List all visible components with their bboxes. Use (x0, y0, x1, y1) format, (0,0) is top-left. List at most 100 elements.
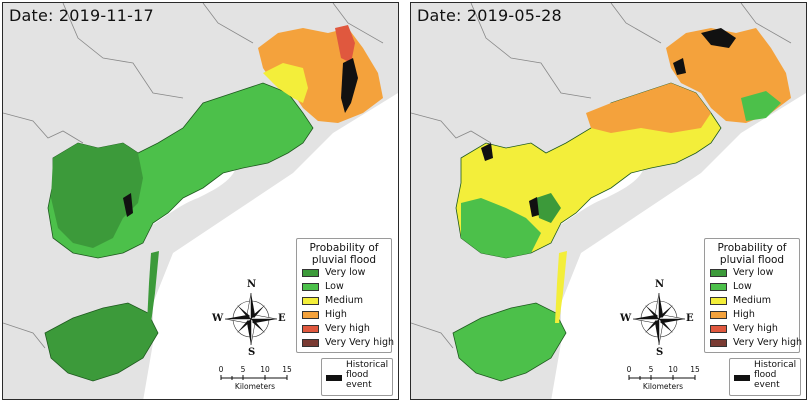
historical-flood-area (481, 143, 493, 161)
legend-swatch (302, 325, 319, 333)
historical-flood-area (123, 193, 133, 217)
scale-tick: 5 (648, 365, 654, 374)
map-canvas-left (3, 3, 398, 399)
compass-west: W (620, 313, 632, 324)
historical-flood-legend: Historical flood event (321, 358, 393, 396)
historical-flood-label: Historical flood event (346, 360, 389, 390)
boundary-line (470, 3, 592, 99)
map-panel-left: Date: 2019-11-17 (2, 2, 399, 400)
legend-label: Very low (733, 267, 774, 278)
scale-bar-graphic (628, 375, 696, 380)
historical-flood-legend: Historical flood event (729, 358, 801, 396)
scale-tick: 10 (668, 365, 678, 374)
legend: Probability of pluvial flood Very low Low… (704, 238, 803, 353)
barrier-island (555, 251, 567, 323)
land-south-low (452, 302, 567, 382)
compass-east: E (278, 313, 286, 324)
date-label: Date: 2019-05-28 (417, 6, 562, 25)
land-very-high (335, 25, 355, 63)
land-low (461, 198, 541, 258)
legend-swatch (710, 339, 727, 347)
legend-label: Very Very high (733, 337, 803, 348)
boundary-line (740, 3, 792, 44)
legend-swatch (710, 325, 727, 333)
boundary-line (332, 3, 384, 44)
legend-swatch (710, 297, 727, 305)
legend-label: High (733, 309, 755, 320)
legend-label: Very low (325, 267, 366, 278)
legend-label: Very high (325, 323, 370, 334)
legend-title: Probability of pluvial flood (717, 242, 787, 266)
historical-flood-area (701, 28, 736, 48)
legend-label: Medium (733, 295, 771, 306)
boundary-line (411, 322, 454, 349)
legend-swatch (302, 283, 319, 291)
land-medium (263, 63, 308, 103)
legend-label: Low (325, 281, 344, 292)
compass-south: S (656, 347, 664, 358)
scale-tick: 0 (626, 365, 632, 374)
land-high (586, 83, 711, 133)
date-label: Date: 2019-11-17 (9, 6, 154, 25)
legend-label: Low (733, 281, 752, 292)
scale-tick: 15 (690, 365, 700, 374)
legend-label: Very high (733, 323, 778, 334)
legend: Probability of pluvial flood Very low Low… (296, 238, 395, 353)
scale-tick: 0 (218, 365, 224, 374)
compass-north: N (247, 279, 257, 290)
historical-flood-swatch (734, 375, 750, 381)
legend-label: Very Very high (325, 337, 395, 348)
scale-unit: Kilometers (234, 382, 276, 391)
compass-east: E (686, 313, 694, 324)
north-arrow-compass: N S E W (620, 279, 694, 359)
scale-bar: 0 5 10 15 Kilometers (217, 365, 297, 393)
legend-item: Medium (705, 294, 799, 308)
land-very-low (51, 143, 143, 248)
legend-item: Low (297, 280, 391, 294)
boundary-line (62, 3, 184, 99)
boundary-line (3, 112, 84, 144)
legend-swatch (302, 297, 319, 305)
boundary-line (610, 3, 662, 44)
scale-tick: 10 (260, 365, 270, 374)
compass-north: N (655, 279, 665, 290)
historical-flood-area (673, 58, 686, 75)
compass-rose-icon (224, 292, 278, 346)
barrier-island (147, 251, 159, 323)
legend-item: Very Very high (705, 336, 803, 350)
legend-swatch (710, 311, 727, 319)
legend-item: Medium (297, 294, 391, 308)
map-panel-right: Date: 2019-05-28 (410, 2, 807, 400)
land-low (741, 91, 781, 121)
north-arrow-compass: N S E W (212, 279, 286, 359)
legend-item: Very high (297, 322, 391, 336)
legend-rows: Very low Low Medium High Very high Very Very … (705, 266, 803, 350)
legend-item: Very low (297, 266, 391, 280)
legend-item: Very Very high (297, 336, 395, 350)
legend-swatch (302, 339, 319, 347)
legend-label: Medium (325, 295, 363, 306)
compass-rose-icon (632, 292, 686, 346)
boundary-line (411, 112, 492, 144)
historical-flood-swatch (326, 375, 342, 381)
boundary-line (202, 3, 254, 44)
legend-rows: Very low Low Medium High Very high Very Very … (297, 266, 395, 350)
historical-flood-area (529, 197, 539, 217)
land-very-low (536, 193, 561, 223)
historical-flood-label: Historical flood event (754, 360, 797, 390)
scale-bar-graphic (220, 375, 288, 380)
scale-bar: 0 5 10 15 Kilometers (625, 365, 705, 393)
land-south-very-low (44, 302, 159, 382)
scale-tick: 5 (240, 365, 246, 374)
historical-flood-area (341, 58, 358, 113)
compass-south: S (248, 347, 256, 358)
legend-item: Very high (705, 322, 799, 336)
legend-swatch (710, 283, 727, 291)
legend-swatch (302, 269, 319, 277)
legend-title: Probability of pluvial flood (309, 242, 379, 266)
legend-item: Low (705, 280, 799, 294)
legend-swatch (710, 269, 727, 277)
scale-tick: 15 (282, 365, 292, 374)
compass-west: W (212, 313, 224, 324)
